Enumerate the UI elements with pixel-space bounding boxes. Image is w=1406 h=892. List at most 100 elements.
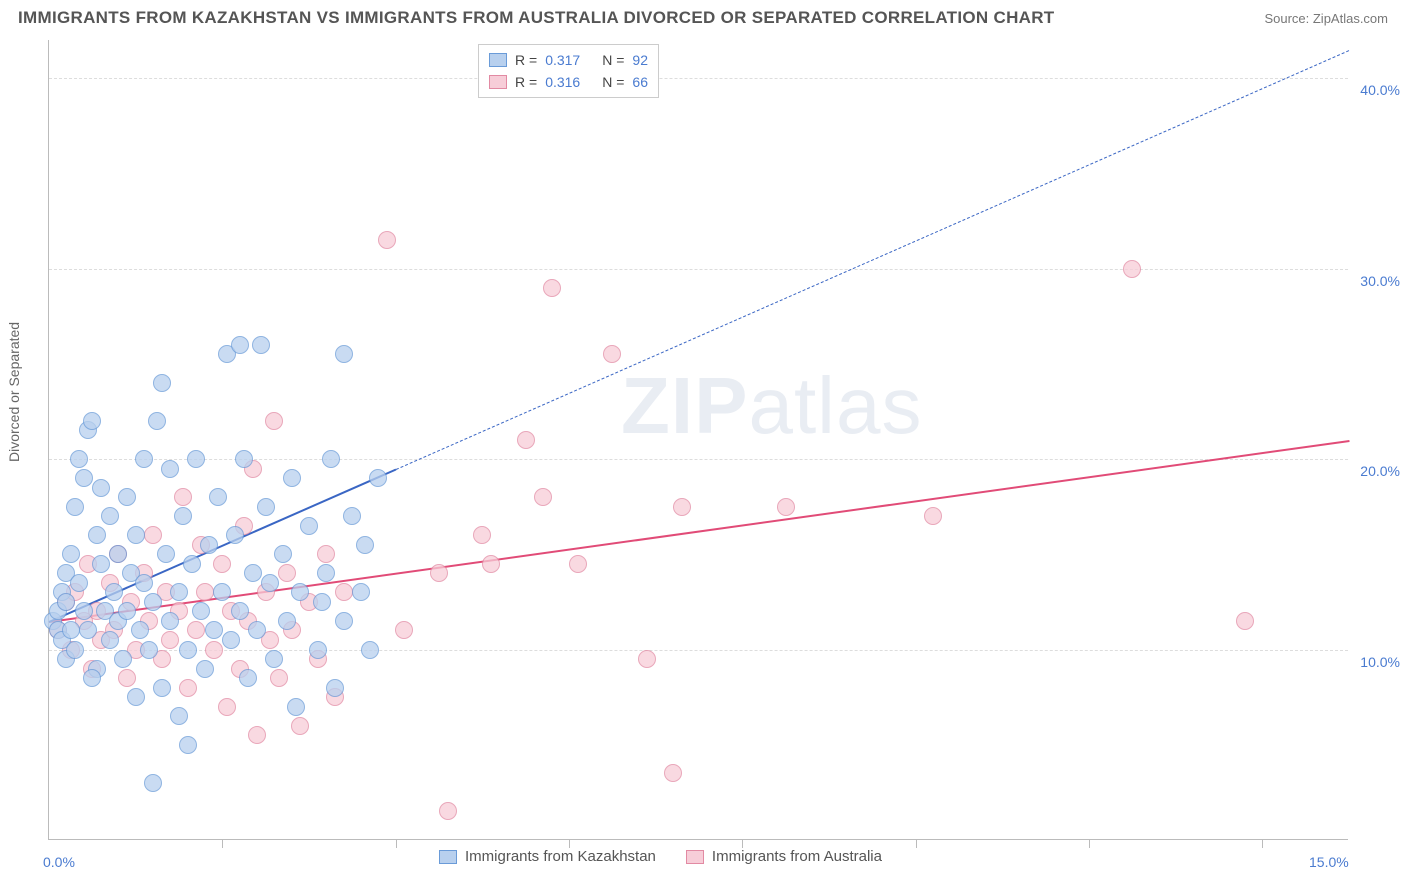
kazakhstan-point — [161, 612, 179, 630]
kazakhstan-point — [257, 498, 275, 516]
australia-point — [673, 498, 691, 516]
australia-point — [430, 564, 448, 582]
x-tick — [742, 840, 743, 848]
australia-point — [473, 526, 491, 544]
kazakhstan-point — [57, 593, 75, 611]
legend-stats: R = 0.317N = 92R = 0.316N = 66 — [478, 44, 659, 98]
kazakhstan-point — [213, 583, 231, 601]
australia-point — [638, 650, 656, 668]
australia-point — [1123, 260, 1141, 278]
australia-point — [278, 564, 296, 582]
australia-point — [265, 412, 283, 430]
x-tick-label: 15.0% — [1309, 854, 1349, 870]
kazakhstan-point — [335, 612, 353, 630]
australia-point — [196, 583, 214, 601]
kazakhstan-point — [66, 498, 84, 516]
australia-point — [213, 555, 231, 573]
x-tick — [222, 840, 223, 848]
kazakhstan-point — [105, 583, 123, 601]
kazakhstan-point — [83, 669, 101, 687]
kazakhstan-point — [161, 460, 179, 478]
x-tick — [569, 840, 570, 848]
australia-point — [270, 669, 288, 687]
kazakhstan-point — [148, 412, 166, 430]
kazakhstan-point — [322, 450, 340, 468]
kazakhstan-point — [70, 450, 88, 468]
legend-series: Immigrants from KazakhstanImmigrants fro… — [439, 848, 882, 865]
australia-point — [161, 631, 179, 649]
australia-point — [144, 526, 162, 544]
kazakhstan-point — [179, 641, 197, 659]
kazakhstan-point — [200, 536, 218, 554]
australia-point — [291, 717, 309, 735]
y-axis-label: Divorced or Separated — [6, 322, 22, 462]
australia-point — [543, 279, 561, 297]
kazakhstan-point — [140, 641, 158, 659]
kazakhstan-point — [66, 641, 84, 659]
kazakhstan-point — [313, 593, 331, 611]
kazakhstan-point — [335, 345, 353, 363]
kazakhstan-point — [179, 736, 197, 754]
x-tick — [916, 840, 917, 848]
plot-region: 10.0%20.0%30.0%40.0%0.0%15.0%ZIPatlasR =… — [48, 40, 1348, 840]
kazakhstan-point — [75, 602, 93, 620]
australia-point — [924, 507, 942, 525]
kazakhstan-point — [183, 555, 201, 573]
kazakhstan-point — [356, 536, 374, 554]
australia-point — [777, 498, 795, 516]
kazakhstan-point — [88, 526, 106, 544]
kazakhstan-point — [62, 545, 80, 563]
kazakhstan-point — [187, 450, 205, 468]
kazakhstan-point — [231, 602, 249, 620]
y-tick-label: 10.0% — [1360, 654, 1400, 670]
kazakhstan-point — [278, 612, 296, 630]
australia-point — [534, 488, 552, 506]
kazakhstan-point — [352, 583, 370, 601]
kazakhstan-point — [326, 679, 344, 697]
kazakhstan-point — [157, 545, 175, 563]
kazakhstan-point — [317, 564, 335, 582]
australia-point — [603, 345, 621, 363]
kazakhstan-point — [153, 374, 171, 392]
x-tick-label: 0.0% — [43, 854, 75, 870]
kazakhstan-point — [231, 336, 249, 354]
australia-point — [517, 431, 535, 449]
kazakhstan-point — [170, 583, 188, 601]
gridline — [49, 650, 1348, 651]
australia-point — [569, 555, 587, 573]
kazakhstan-point — [101, 631, 119, 649]
kazakhstan-point — [70, 574, 88, 592]
kazakhstan-point — [235, 450, 253, 468]
kazakhstan-point — [114, 650, 132, 668]
kazakhstan-point — [283, 469, 301, 487]
kazakhstan-point — [92, 479, 110, 497]
kazakhstan-point — [265, 650, 283, 668]
kazakhstan-point — [226, 526, 244, 544]
kazakhstan-point — [75, 469, 93, 487]
source-label: Source: ZipAtlas.com — [1264, 11, 1388, 26]
kazakhstan-point — [192, 602, 210, 620]
kazakhstan-point — [92, 555, 110, 573]
x-tick — [1089, 840, 1090, 848]
kazakhstan-point — [135, 574, 153, 592]
y-tick-label: 40.0% — [1360, 82, 1400, 98]
watermark: ZIPatlas — [621, 360, 922, 452]
australia-point — [378, 231, 396, 249]
australia-point — [335, 583, 353, 601]
australia-point — [248, 726, 266, 744]
australia-point — [205, 641, 223, 659]
kazakhstan-point — [83, 412, 101, 430]
kazakhstan-point — [135, 450, 153, 468]
kazakhstan-point — [118, 602, 136, 620]
kazakhstan-point — [261, 574, 279, 592]
kazakhstan-point — [274, 545, 292, 563]
kazakhstan-point — [62, 621, 80, 639]
australia-point — [187, 621, 205, 639]
kazakhstan-point — [144, 774, 162, 792]
kazakhstan-point — [252, 336, 270, 354]
x-tick — [396, 840, 397, 848]
kazakhstan-point — [101, 507, 119, 525]
gridline — [49, 78, 1348, 79]
australia-point — [395, 621, 413, 639]
kazakhstan-point — [144, 593, 162, 611]
